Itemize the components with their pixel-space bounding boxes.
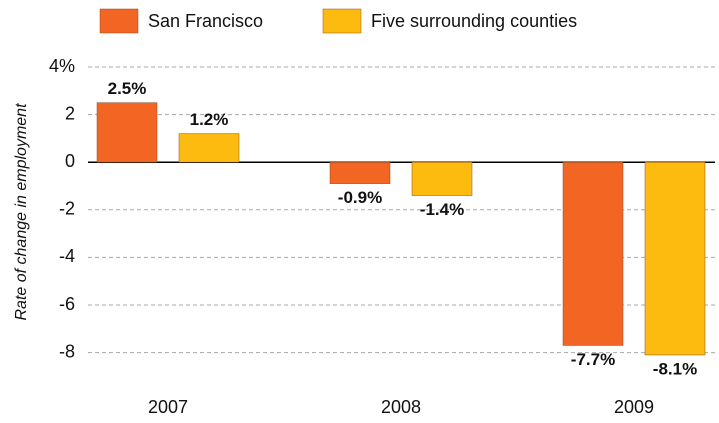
value-label: -7.7% bbox=[571, 350, 615, 369]
bar bbox=[562, 161, 624, 346]
legend-label: Five surrounding counties bbox=[371, 11, 577, 31]
y-tick-label: -6 bbox=[59, 294, 75, 314]
bar bbox=[329, 161, 391, 184]
y-tick-label: -4 bbox=[59, 246, 75, 266]
y-tick-label: -2 bbox=[59, 199, 75, 219]
y-tick-label: 4% bbox=[49, 56, 75, 76]
bar bbox=[644, 161, 706, 356]
bar bbox=[411, 161, 473, 196]
value-label: 1.2% bbox=[190, 110, 229, 129]
legend-label: San Francisco bbox=[148, 11, 263, 31]
y-tick-label: -8 bbox=[59, 341, 75, 361]
value-label: 2.5% bbox=[108, 79, 147, 98]
value-label: -1.4% bbox=[420, 200, 464, 219]
legend-swatch bbox=[322, 8, 362, 34]
bar bbox=[96, 102, 158, 163]
x-tick-label: 2009 bbox=[614, 397, 654, 417]
y-axis-label: Rate of change in employment bbox=[13, 103, 30, 321]
legend-swatch bbox=[99, 8, 139, 34]
x-tick-label: 2008 bbox=[381, 397, 421, 417]
x-tick-label: 2007 bbox=[148, 397, 188, 417]
y-tick-label: 0 bbox=[65, 151, 75, 171]
value-label: -8.1% bbox=[653, 359, 697, 378]
y-tick-label: 2 bbox=[65, 103, 75, 123]
value-label: -0.9% bbox=[338, 188, 382, 207]
bar bbox=[178, 133, 240, 163]
